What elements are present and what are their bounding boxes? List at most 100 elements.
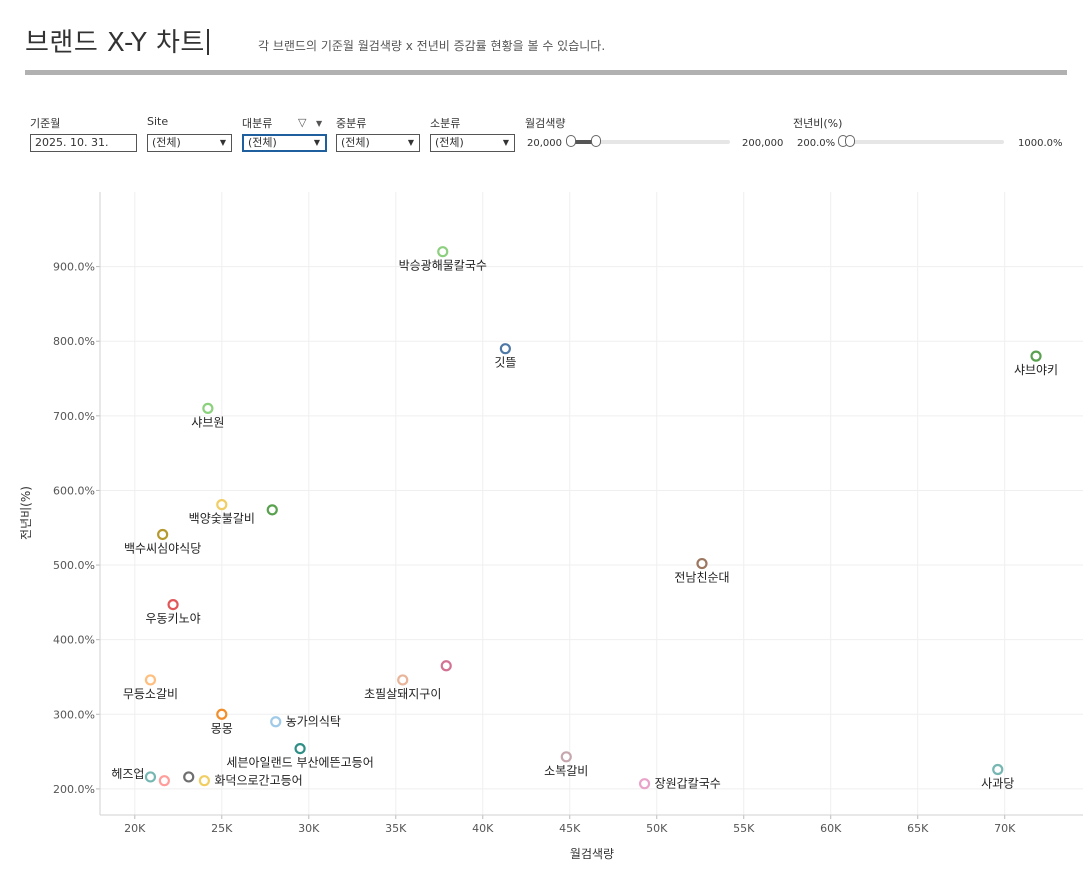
y-tick-label: 600.0% xyxy=(53,484,95,497)
data-point[interactable] xyxy=(437,246,449,258)
x-tick-label: 60K xyxy=(820,822,842,835)
data-point[interactable] xyxy=(202,402,214,414)
page-subtitle: 각 브랜드의 기준월 월검색량 x 전년비 증감률 현황을 볼 수 있습니다. xyxy=(258,39,606,53)
data-point-label: 헤즈업 xyxy=(111,767,144,781)
filter-menu-chevron-icon[interactable]: ▼ xyxy=(316,119,323,128)
y-tick-label: 400.0% xyxy=(53,634,95,647)
data-point[interactable] xyxy=(144,771,157,783)
y-tick-label: 300.0% xyxy=(53,708,95,721)
chevron-down-icon: ▼ xyxy=(407,138,414,147)
page-title: 브랜드 X-Y 차트 xyxy=(25,22,209,59)
middle-category-select-value: (전체) xyxy=(341,136,370,149)
search-volume-max: 200,000 xyxy=(742,138,784,149)
yoy-label: 전년비(%) xyxy=(793,117,843,130)
base-month-label: 기준월 xyxy=(30,117,61,130)
data-point-label: 백양숯불갈비 xyxy=(189,512,255,526)
chart-points[interactable]: 박승광해물칼국수깃뜰샤브야키샤브원백양숯불갈비백수씨심야식당전남친순대우동키노야… xyxy=(111,246,1058,791)
x-tick-label: 65K xyxy=(907,822,929,835)
major-category-select-value: (전체) xyxy=(248,136,277,149)
data-point[interactable] xyxy=(1030,350,1042,362)
data-point-label: 샤브원 xyxy=(191,415,224,429)
yoy-slider-max-handle[interactable] xyxy=(845,135,855,147)
x-tick-label: 40K xyxy=(472,822,494,835)
data-point-label: 세븐아일랜드 부산에뜬고등어 xyxy=(226,756,373,770)
data-point[interactable] xyxy=(638,778,651,790)
minor-category-label: 소분류 xyxy=(430,117,461,130)
data-point[interactable] xyxy=(560,751,572,763)
data-point[interactable] xyxy=(167,598,179,611)
search-volume-slider-fill xyxy=(574,140,596,144)
search-volume-slider-max-handle[interactable] xyxy=(591,135,601,147)
data-point[interactable] xyxy=(397,674,409,686)
chart-axes: 20K 25K 30K 35K 40K 45K 50K 55K 60K 65K 70K 200.0% 3… xyxy=(53,192,1083,835)
x-tick-label: 20K xyxy=(124,822,146,835)
data-point-label: 몽몽 xyxy=(211,721,233,735)
data-point[interactable] xyxy=(499,343,511,355)
search-volume-slider-track[interactable] xyxy=(570,140,730,144)
data-point[interactable] xyxy=(216,708,228,720)
data-point[interactable] xyxy=(266,504,278,516)
data-point-label: 초필살돼지구이 xyxy=(364,687,441,701)
x-tick-label: 45K xyxy=(559,822,581,835)
site-select-value: (전체) xyxy=(152,136,181,149)
data-point-label: 박승광해물칼국수 xyxy=(399,259,487,273)
y-axis-title: 전년비(%) xyxy=(19,486,33,540)
search-volume-min: 20,000 xyxy=(527,138,562,149)
data-point[interactable] xyxy=(270,716,282,728)
y-tick-label: 200.0% xyxy=(53,783,95,796)
data-point[interactable] xyxy=(157,528,169,541)
data-point[interactable] xyxy=(183,771,195,783)
data-point[interactable] xyxy=(158,775,170,787)
data-point[interactable] xyxy=(440,660,452,672)
middle-category-select[interactable]: (전체) ▼ xyxy=(336,134,420,152)
chevron-down-icon: ▼ xyxy=(502,138,509,147)
site-label: Site xyxy=(147,115,169,128)
minor-category-select[interactable]: (전체) ▼ xyxy=(430,134,515,152)
y-tick-label: 900.0% xyxy=(53,261,95,274)
y-tick-label: 800.0% xyxy=(53,335,95,348)
data-point[interactable] xyxy=(198,775,210,787)
x-tick-label: 25K xyxy=(211,822,233,835)
data-point-label: 농가의식탁 xyxy=(286,715,341,729)
major-category-label: 대분류 xyxy=(242,117,273,130)
yoy-slider-track[interactable] xyxy=(838,140,1004,144)
data-point-label: 전남친순대 xyxy=(674,571,729,585)
chevron-down-icon: ▼ xyxy=(219,138,226,147)
yoy-max: 1000.0% xyxy=(1018,138,1063,149)
data-point-label: 백수씨심야식당 xyxy=(124,541,201,555)
data-point[interactable] xyxy=(216,499,228,511)
data-point[interactable] xyxy=(144,674,157,686)
search-volume-slider-min-handle[interactable] xyxy=(566,135,576,147)
x-tick-label: 70K xyxy=(994,822,1016,835)
y-tick-label: 700.0% xyxy=(53,410,95,423)
data-point-label: 화덕으로간고등어 xyxy=(214,774,302,788)
x-tick-label: 55K xyxy=(733,822,755,835)
y-tick-label: 500.0% xyxy=(53,559,95,572)
data-point-label: 우동키노야 xyxy=(145,612,200,626)
data-point-label: 소복갈비 xyxy=(544,764,588,778)
data-point[interactable] xyxy=(992,763,1004,776)
x-tick-label: 35K xyxy=(385,822,407,835)
text-cursor xyxy=(206,29,209,55)
x-tick-label: 30K xyxy=(298,822,320,835)
data-point-label: 깃뜰 xyxy=(494,356,516,370)
site-select[interactable]: (전체) ▼ xyxy=(147,134,232,152)
data-point-label: 샤브야키 xyxy=(1014,363,1058,377)
filter-icon[interactable]: ▽ xyxy=(298,116,307,129)
header-divider xyxy=(25,70,1067,75)
chevron-down-icon: ▼ xyxy=(313,138,320,147)
chart-gridlines xyxy=(100,192,1083,815)
data-point-label: 사과당 xyxy=(981,776,1014,790)
search-volume-label: 월검색량 xyxy=(525,117,566,130)
middle-category-label: 중분류 xyxy=(336,117,367,130)
x-tick-label: 50K xyxy=(646,822,668,835)
yoy-min: 200.0% xyxy=(797,138,836,149)
data-point[interactable] xyxy=(294,742,306,755)
major-category-select[interactable]: (전체) ▼ xyxy=(242,134,327,152)
base-month-input[interactable]: 2025. 10. 31. xyxy=(30,134,137,152)
data-point-label: 장원갑칼국수 xyxy=(655,777,721,791)
data-point-label: 무등소갈비 xyxy=(123,687,178,701)
data-point[interactable] xyxy=(696,557,708,570)
x-axis-title: 월검색량 xyxy=(570,847,614,861)
